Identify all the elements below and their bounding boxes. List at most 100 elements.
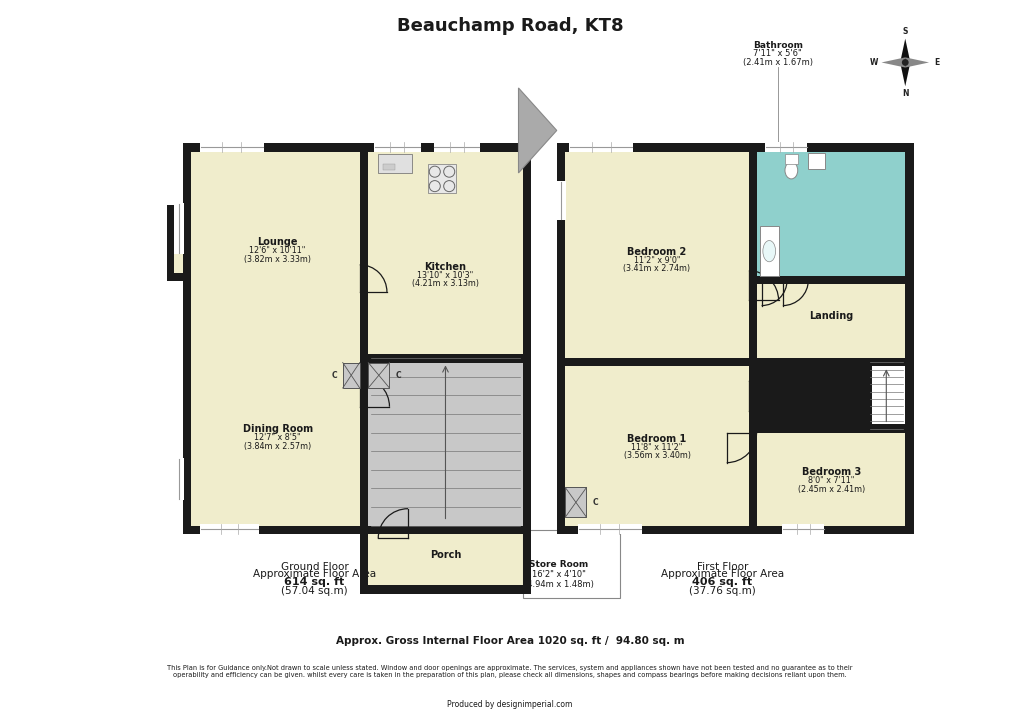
Bar [427, 164, 457, 194]
Bar [167, 204, 192, 282]
Bar [182, 143, 531, 534]
Text: Bedroom 1: Bedroom 1 [627, 434, 686, 444]
Bar [522, 530, 620, 598]
Bar [200, 142, 263, 152]
Bar [200, 524, 259, 534]
Text: 8'0" x 7'11": 8'0" x 7'11" [807, 476, 854, 485]
Bar [756, 152, 905, 280]
Text: Lounge: Lounge [257, 237, 298, 247]
Ellipse shape [785, 162, 797, 179]
Bar [784, 154, 797, 164]
Bar [556, 526, 913, 534]
Bar [360, 585, 531, 594]
Text: Produced by designimperial.com: Produced by designimperial.com [447, 700, 572, 708]
Bar [556, 181, 566, 220]
Bar [756, 276, 905, 284]
Polygon shape [518, 88, 556, 173]
Bar [433, 142, 480, 152]
Bar [556, 143, 565, 534]
Text: (4.21m x 3.13m): (4.21m x 3.13m) [412, 279, 479, 289]
Polygon shape [900, 63, 909, 86]
Bar [342, 362, 360, 388]
Text: Ground Floor: Ground Floor [280, 562, 348, 572]
Text: 11'8" x 11'2": 11'8" x 11'2" [631, 443, 682, 452]
Text: This Plan is for Guidance only.Not drawn to scale unless stated. Window and door: This Plan is for Guidance only.Not drawn… [167, 665, 852, 678]
Text: W: W [869, 58, 877, 67]
Bar [522, 526, 531, 594]
Bar [756, 280, 905, 362]
Bar [182, 143, 531, 152]
Bar [756, 428, 905, 526]
Bar [378, 154, 412, 173]
Bar [565, 487, 586, 517]
Text: N: N [901, 89, 908, 99]
Text: Store Room: Store Room [529, 560, 588, 569]
Text: S: S [902, 27, 907, 35]
Bar [192, 152, 364, 343]
Text: Approximate Floor Area: Approximate Floor Area [253, 569, 376, 579]
Bar [368, 152, 523, 359]
Text: 12'6" x 10'11": 12'6" x 10'11" [250, 246, 306, 255]
Text: (2.45m x 2.41m): (2.45m x 2.41m) [797, 485, 864, 494]
Circle shape [901, 59, 908, 66]
Text: Beauchamp Road, KT8: Beauchamp Road, KT8 [396, 17, 623, 35]
Text: Approx. Gross Internal Floor Area 1020 sq. ft /  94.80 sq. m: Approx. Gross Internal Floor Area 1020 s… [335, 636, 684, 646]
Text: Approximate Floor Area: Approximate Floor Area [660, 569, 784, 579]
Text: 16'2" x 4'10": 16'2" x 4'10" [532, 570, 585, 579]
Bar [167, 204, 174, 282]
Bar [862, 362, 870, 428]
Bar [360, 143, 368, 152]
Bar [782, 524, 823, 534]
Bar [565, 487, 586, 517]
Bar [807, 153, 824, 168]
Bar [565, 358, 752, 366]
Bar [192, 343, 364, 526]
Bar [578, 524, 641, 534]
Bar [368, 362, 389, 388]
Bar [360, 143, 368, 526]
Bar [866, 424, 905, 433]
Text: (4.94m x 1.48m): (4.94m x 1.48m) [524, 580, 593, 589]
Bar [174, 203, 183, 253]
Text: 614 sq. ft: 614 sq. ft [284, 577, 344, 588]
Bar [360, 526, 368, 594]
Bar [565, 152, 748, 362]
Bar [182, 526, 531, 534]
Ellipse shape [762, 240, 774, 262]
Text: Bedroom 2: Bedroom 2 [627, 247, 686, 257]
Polygon shape [880, 58, 905, 68]
Bar [764, 142, 807, 152]
Text: Dining Room: Dining Room [243, 424, 313, 434]
Bar [368, 354, 523, 362]
Bar [756, 424, 905, 433]
Bar [759, 227, 777, 276]
Bar [342, 362, 360, 388]
Text: Kitchen: Kitchen [424, 262, 466, 272]
Text: C: C [331, 371, 336, 379]
Text: 11'2" x 9'0": 11'2" x 9'0" [633, 256, 680, 265]
Text: 7'11" x 5'6": 7'11" x 5'6" [753, 50, 801, 58]
Text: First Floor: First Floor [696, 562, 748, 572]
Bar [556, 143, 913, 152]
Bar [368, 359, 523, 526]
Bar [167, 204, 192, 213]
Text: Bathroom: Bathroom [752, 41, 802, 50]
Text: E: E [933, 58, 938, 67]
Bar [368, 362, 389, 388]
Text: (3.82m x 3.33m): (3.82m x 3.33m) [244, 255, 311, 264]
Text: Bedroom 3: Bedroom 3 [801, 467, 860, 477]
Bar [382, 163, 395, 171]
Bar [167, 273, 192, 282]
Bar [522, 143, 531, 534]
Bar [556, 143, 913, 534]
Bar [565, 362, 748, 526]
Bar [756, 358, 905, 366]
Bar [368, 534, 523, 585]
Bar [569, 142, 633, 152]
Text: C: C [592, 498, 597, 507]
Text: (37.76 sq.m): (37.76 sq.m) [689, 585, 755, 595]
Bar [182, 143, 192, 534]
Text: (3.41m x 2.74m): (3.41m x 2.74m) [623, 264, 690, 274]
Text: (2.41m x 1.67m): (2.41m x 1.67m) [742, 58, 812, 67]
Text: (3.56m x 3.40m): (3.56m x 3.40m) [623, 451, 690, 460]
